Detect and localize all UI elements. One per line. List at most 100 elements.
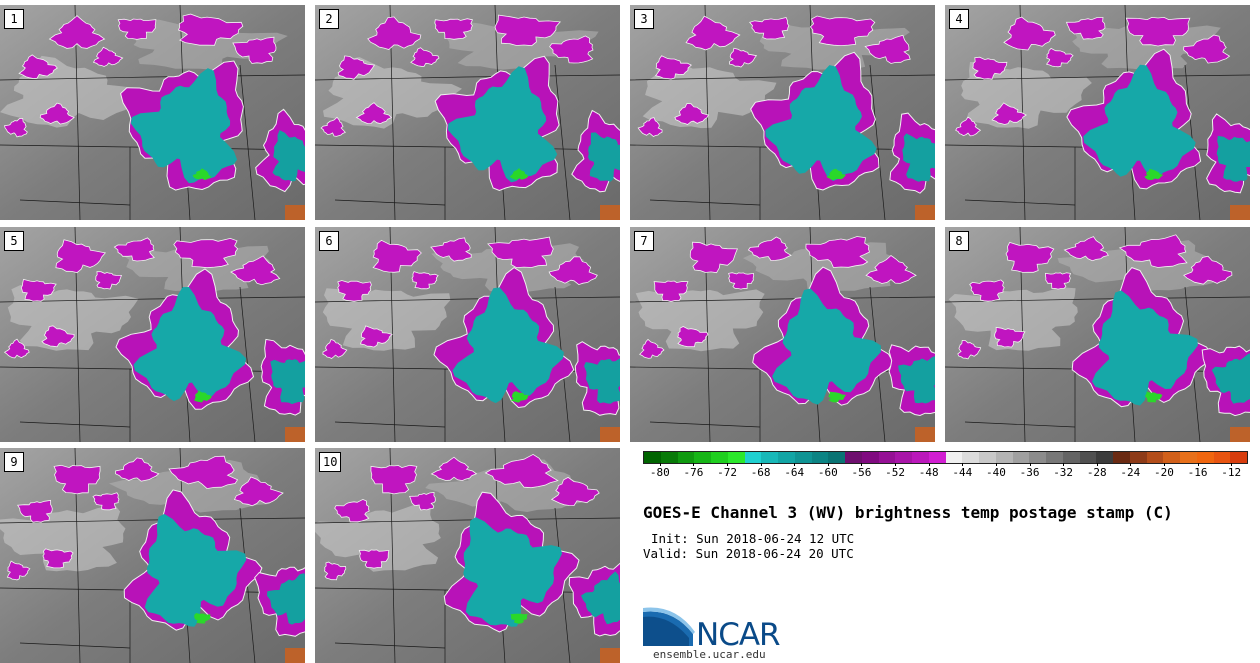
cloud-cell: [689, 241, 738, 274]
coldest-tops: [194, 390, 212, 403]
cloud-cell: [334, 498, 370, 523]
colorbar-tick-label: -64: [784, 466, 805, 479]
cloud-cell: [173, 237, 239, 269]
dry-air-region: [642, 58, 777, 129]
ensemble-url: ensemble.ucar.edu: [653, 648, 766, 661]
colorbar-tick-label: -60: [817, 466, 838, 479]
colorbar-swatch: [1213, 452, 1231, 463]
cloud-cell: [372, 239, 422, 273]
colorbar-swatch: [895, 452, 912, 463]
cloud-cell: [409, 492, 436, 511]
cloud-cell: [4, 117, 28, 138]
convective-core: [133, 287, 247, 402]
coldest-tops: [828, 391, 847, 403]
colorbar-tick-label: -52: [885, 466, 906, 479]
cloud-cell: [637, 117, 663, 137]
cloud-cell: [653, 280, 689, 302]
cloud-cell: [748, 17, 790, 40]
cloud-cell: [230, 255, 281, 286]
map-panel: 6: [315, 227, 620, 442]
colorbar-swatch: [845, 452, 862, 463]
map-panel: 3: [630, 5, 935, 220]
cloud-cell: [320, 116, 346, 137]
cloud-cell: [1065, 17, 1106, 40]
cloud-cell: [969, 279, 1005, 302]
colorbar-swatch: [711, 452, 728, 463]
cloud-cell: [550, 476, 600, 507]
coldest-tops: [1145, 391, 1163, 403]
cloud-cell: [685, 15, 741, 51]
colorbar-swatch: [1062, 452, 1080, 463]
cloud-cell: [18, 54, 58, 79]
cloud-cell: [358, 549, 390, 569]
colorbar-swatch: [677, 452, 695, 463]
map-panel: 9: [0, 448, 305, 663]
cloud-cell: [411, 271, 439, 290]
init-time: Init: Sun 2018-06-24 12 UTC: [651, 531, 855, 546]
panel-number: 2: [319, 9, 339, 29]
colorbar-tick-mark: [995, 463, 997, 466]
colorbar-tick-mark: [727, 463, 729, 466]
cloud-cell: [1183, 255, 1233, 285]
map-panel: 7: [630, 227, 935, 442]
colorbar-swatch: [1230, 452, 1247, 463]
colorbar-swatch: [778, 452, 795, 463]
panel-number: 7: [634, 231, 654, 251]
cloud-cell: [805, 236, 870, 268]
colorbar-tick-mark: [794, 463, 796, 466]
colorbar-tick-mark: [962, 463, 964, 466]
colorbar-swatch: [1196, 452, 1214, 463]
cloud-cell: [168, 455, 239, 490]
coldest-tops: [510, 613, 528, 624]
colorbar-tick-mark: [928, 463, 930, 466]
cloud-cell: [42, 548, 74, 569]
cloud-cell: [809, 15, 876, 47]
colorbar-swatch: [861, 452, 879, 463]
cloud-cell: [232, 36, 277, 64]
cloud-cell: [430, 237, 472, 262]
cloud-cell: [337, 280, 372, 302]
cloud-cell: [991, 102, 1027, 125]
colorbar-tick-label: -28: [1086, 466, 1107, 479]
panel-number: 8: [949, 231, 969, 251]
coldest-tops: [194, 613, 211, 624]
cloud-cell: [494, 14, 562, 47]
dry-air-region: [315, 502, 441, 572]
cloud-cell: [55, 239, 107, 274]
cloud-cell: [92, 492, 120, 511]
coldest-tops: [826, 168, 846, 181]
panel-number: 5: [4, 231, 24, 251]
ncar-logo-text: NCAR: [696, 617, 781, 653]
colorbar-swatch: [995, 452, 1013, 463]
coldest-tops: [192, 168, 212, 181]
map-panel: 5: [0, 227, 305, 442]
cloud-cell: [113, 237, 155, 262]
cloud-cell: [337, 55, 376, 80]
colorbar-tick-label: -24: [1120, 466, 1141, 479]
colorbar-tick-label: -56: [851, 466, 872, 479]
panel-number: 6: [319, 231, 339, 251]
colorbar-tick-label: -80: [649, 466, 670, 479]
colorbar-tick-mark: [861, 463, 863, 466]
colorbar-swatch: [1096, 452, 1113, 463]
cloud-cell: [177, 13, 244, 46]
cloud-cell: [677, 326, 709, 348]
convective-core: [448, 66, 558, 183]
colorbar-swatch: [694, 452, 711, 463]
colorbar-tick-label: -48: [918, 466, 939, 479]
cloud-cell: [1125, 16, 1191, 47]
colorbar-swatch: [644, 452, 661, 463]
convective-core: [772, 288, 881, 405]
colorbar-swatch: [660, 452, 678, 463]
colorbar-swatch: [878, 452, 896, 463]
dry-air-region: [961, 61, 1092, 129]
panel-number: 10: [319, 452, 342, 472]
colorbar-swatch: [1046, 452, 1063, 463]
cloud-cell: [367, 16, 422, 50]
colorbar-tick-label: -12: [1221, 466, 1242, 479]
cloud-cell: [92, 46, 124, 67]
cloud-cell: [233, 476, 284, 507]
cloud-cell: [20, 278, 57, 302]
dry-air-region: [322, 288, 451, 351]
colorbar-swatch: [912, 452, 929, 463]
